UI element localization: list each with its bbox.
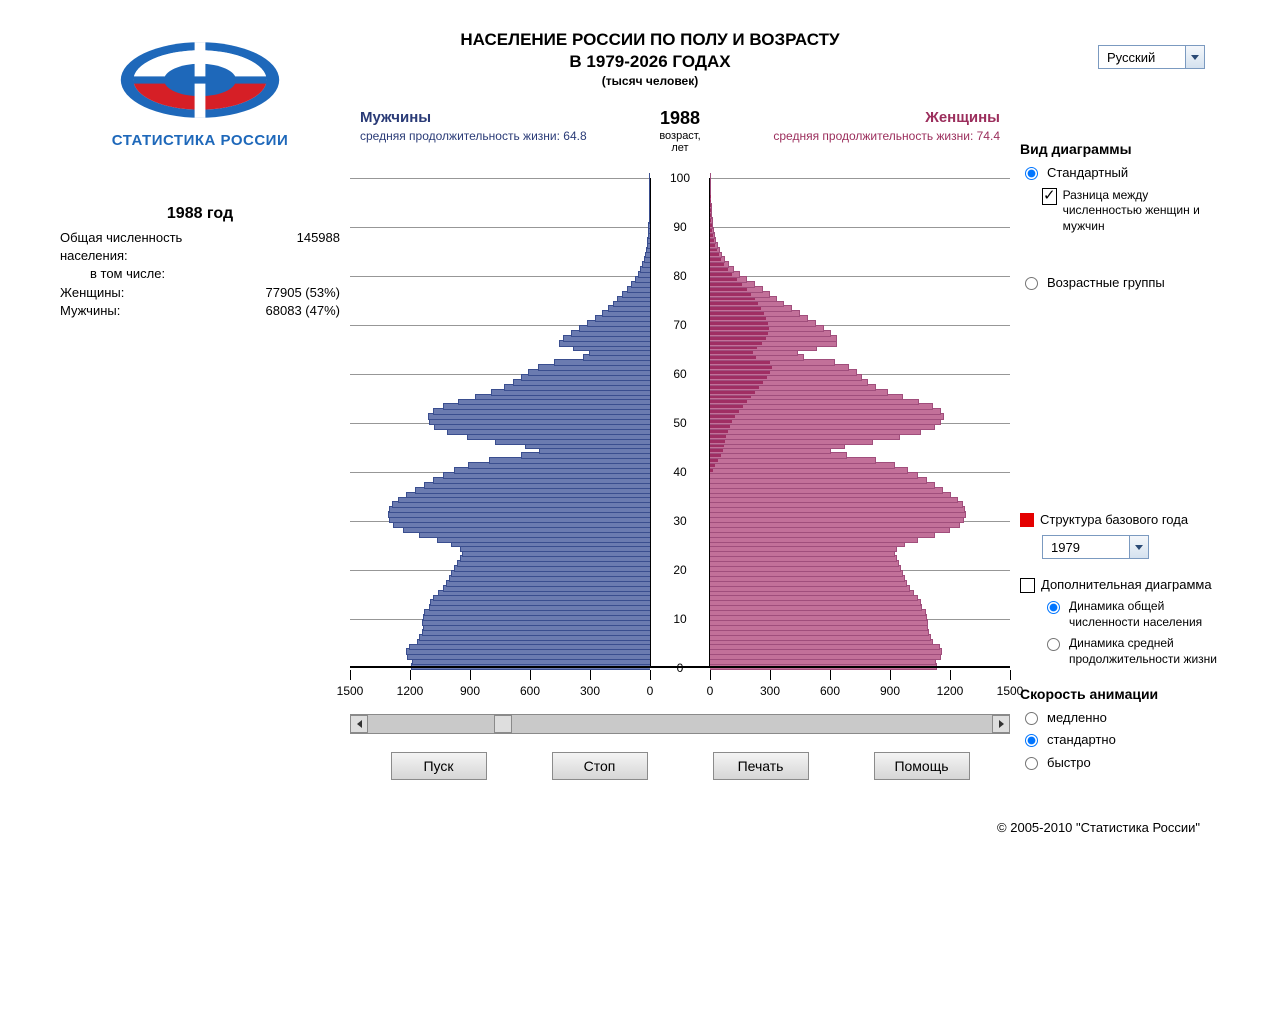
language-value: Русский: [1099, 50, 1185, 65]
help-button[interactable]: Помощь: [874, 752, 970, 780]
female-side-label: Женщины средняя продолжительность жизни:…: [773, 108, 1000, 144]
radio-standard[interactable]: Стандартный: [1020, 165, 1220, 182]
x-tick-label: 900: [460, 684, 480, 698]
y-tick-label: 70: [650, 318, 710, 332]
chevron-down-icon: [1185, 46, 1204, 68]
y-tick-label: 20: [650, 563, 710, 577]
button-row: Пуск Стоп Печать Помощь: [350, 752, 1010, 780]
slider-right-arrow[interactable]: [992, 715, 1010, 733]
x-tick-label: 300: [760, 684, 780, 698]
radio-standard-label: Стандартный: [1047, 165, 1128, 182]
radio-age-groups-label: Возрастные группы: [1047, 275, 1165, 292]
radio-speed-slow-label: медленно: [1047, 710, 1107, 727]
stop-button[interactable]: Стоп: [552, 752, 648, 780]
radio-dyn2-input[interactable]: [1047, 638, 1060, 651]
radio-dyn-life[interactable]: Динамика средней продолжительности жизни: [1042, 636, 1220, 667]
extra-chart-box: [1020, 578, 1035, 593]
radio-age-groups[interactable]: Возрастные группы: [1020, 275, 1220, 292]
structure-swatch: [1020, 513, 1034, 527]
base-year-select[interactable]: 1979: [1042, 535, 1220, 559]
logo: СТАТИСТИКА РОССИИ: [100, 35, 300, 149]
stats-women-value: 77905 (53%): [266, 284, 340, 302]
radio-dyn-population[interactable]: Динамика общей численности населения: [1042, 599, 1220, 630]
x-tick-label: 600: [520, 684, 540, 698]
check-diff[interactable]: ✓ Разница между численностью женщин и му…: [1042, 188, 1220, 235]
check-diff-box: ✓: [1042, 188, 1057, 205]
radio-speed-fast-input[interactable]: [1025, 757, 1038, 770]
y-tick-label: 10: [650, 612, 710, 626]
start-button[interactable]: Пуск: [391, 752, 487, 780]
radio-speed-fast[interactable]: быстро: [1020, 755, 1220, 772]
check-diff-label: Разница между численностью женщин и мужч…: [1063, 188, 1220, 235]
stats-men-value: 68083 (47%): [266, 302, 340, 320]
x-tick-label: 600: [820, 684, 840, 698]
stats-total-label: Общая численностьнаселения:: [60, 229, 182, 265]
language-select[interactable]: Русский: [1098, 45, 1205, 69]
slider-thumb[interactable]: [494, 715, 512, 733]
y-tick-label: 90: [650, 220, 710, 234]
stats-including-label: в том числе:: [60, 265, 165, 283]
y-tick-label: 40: [650, 465, 710, 479]
female-life: средняя продолжительность жизни: 74.4: [773, 129, 1000, 143]
y-tick-label: 30: [650, 514, 710, 528]
x-tick-label: 0: [647, 684, 654, 698]
radio-dyn2-label: Динамика средней продолжительности жизни: [1069, 636, 1220, 667]
title-line-1: НАСЕЛЕНИЕ РОССИИ ПО ПОЛУ И ВОЗРАСТУ: [300, 30, 1000, 50]
right-panel: Вид диаграммы Стандартный ✓ Разница межд…: [1020, 135, 1220, 778]
radio-standard-input[interactable]: [1025, 167, 1038, 180]
radio-dyn1-label: Динамика общей численности населения: [1069, 599, 1220, 630]
structure-label: Структура базового года: [1040, 512, 1188, 527]
year-slider[interactable]: [350, 714, 1010, 734]
y-tick-label: 0: [650, 661, 710, 675]
x-tick-label: 1200: [397, 684, 424, 698]
y-tick-label: 60: [650, 367, 710, 381]
x-tick-label: 0: [707, 684, 714, 698]
logo-caption: СТАТИСТИКА РОССИИ: [100, 132, 300, 149]
extra-chart-label: Дополнительная диаграмма: [1041, 577, 1212, 592]
female-bar: [710, 173, 711, 180]
stats-total-value: 145988: [297, 229, 340, 265]
title-line-3: (тысяч человек): [300, 74, 1000, 88]
radio-speed-std-input[interactable]: [1025, 734, 1038, 747]
base-year-value: 1979: [1043, 540, 1129, 555]
x-tick-label: 300: [580, 684, 600, 698]
radio-dyn1-input[interactable]: [1047, 601, 1060, 614]
footer: © 2005-2010 "Статистика России": [40, 800, 1240, 855]
radio-speed-std-label: стандартно: [1047, 732, 1116, 749]
radio-speed-fast-label: быстро: [1047, 755, 1091, 772]
radio-age-groups-input[interactable]: [1025, 277, 1038, 290]
stats-year-heading: 1988 год: [60, 205, 340, 223]
rp-title: Вид диаграммы: [1020, 141, 1220, 157]
structure-base-year: Структура базового года: [1020, 512, 1220, 528]
x-tick-label: 1200: [937, 684, 964, 698]
chart: Мужчины средняя продолжительность жизни:…: [350, 108, 1010, 780]
radio-speed-slow-input[interactable]: [1025, 712, 1038, 725]
x-tick-label: 900: [880, 684, 900, 698]
stats-men-label: Мужчины:: [60, 302, 120, 320]
stats-women-label: Женщины:: [60, 284, 124, 302]
print-button[interactable]: Печать: [713, 752, 809, 780]
female-title: Женщины: [925, 109, 1000, 126]
chevron-down-icon: [1129, 536, 1148, 558]
left-stats-panel: 1988 год Общая численностьнаселения: 1459…: [60, 205, 340, 320]
radio-speed-std[interactable]: стандартно: [1020, 732, 1220, 749]
y-tick-label: 100: [650, 171, 710, 185]
title-line-2: В 1979-2026 ГОДАХ: [300, 52, 1000, 72]
slider-left-arrow[interactable]: [350, 715, 368, 733]
logo-icon: [110, 35, 290, 125]
radio-speed-slow[interactable]: медленно: [1020, 710, 1220, 727]
extra-chart-check[interactable]: Дополнительная диаграмма: [1020, 577, 1220, 593]
female-half: [710, 178, 1010, 668]
male-half: [350, 178, 650, 668]
y-tick-label: 80: [650, 269, 710, 283]
y-tick-label: 50: [650, 416, 710, 430]
speed-title: Скорость анимации: [1020, 686, 1220, 702]
page-title: НАСЕЛЕНИЕ РОССИИ ПО ПОЛУ И ВОЗРАСТУ В 19…: [300, 30, 1000, 88]
x-tick-label: 1500: [337, 684, 364, 698]
